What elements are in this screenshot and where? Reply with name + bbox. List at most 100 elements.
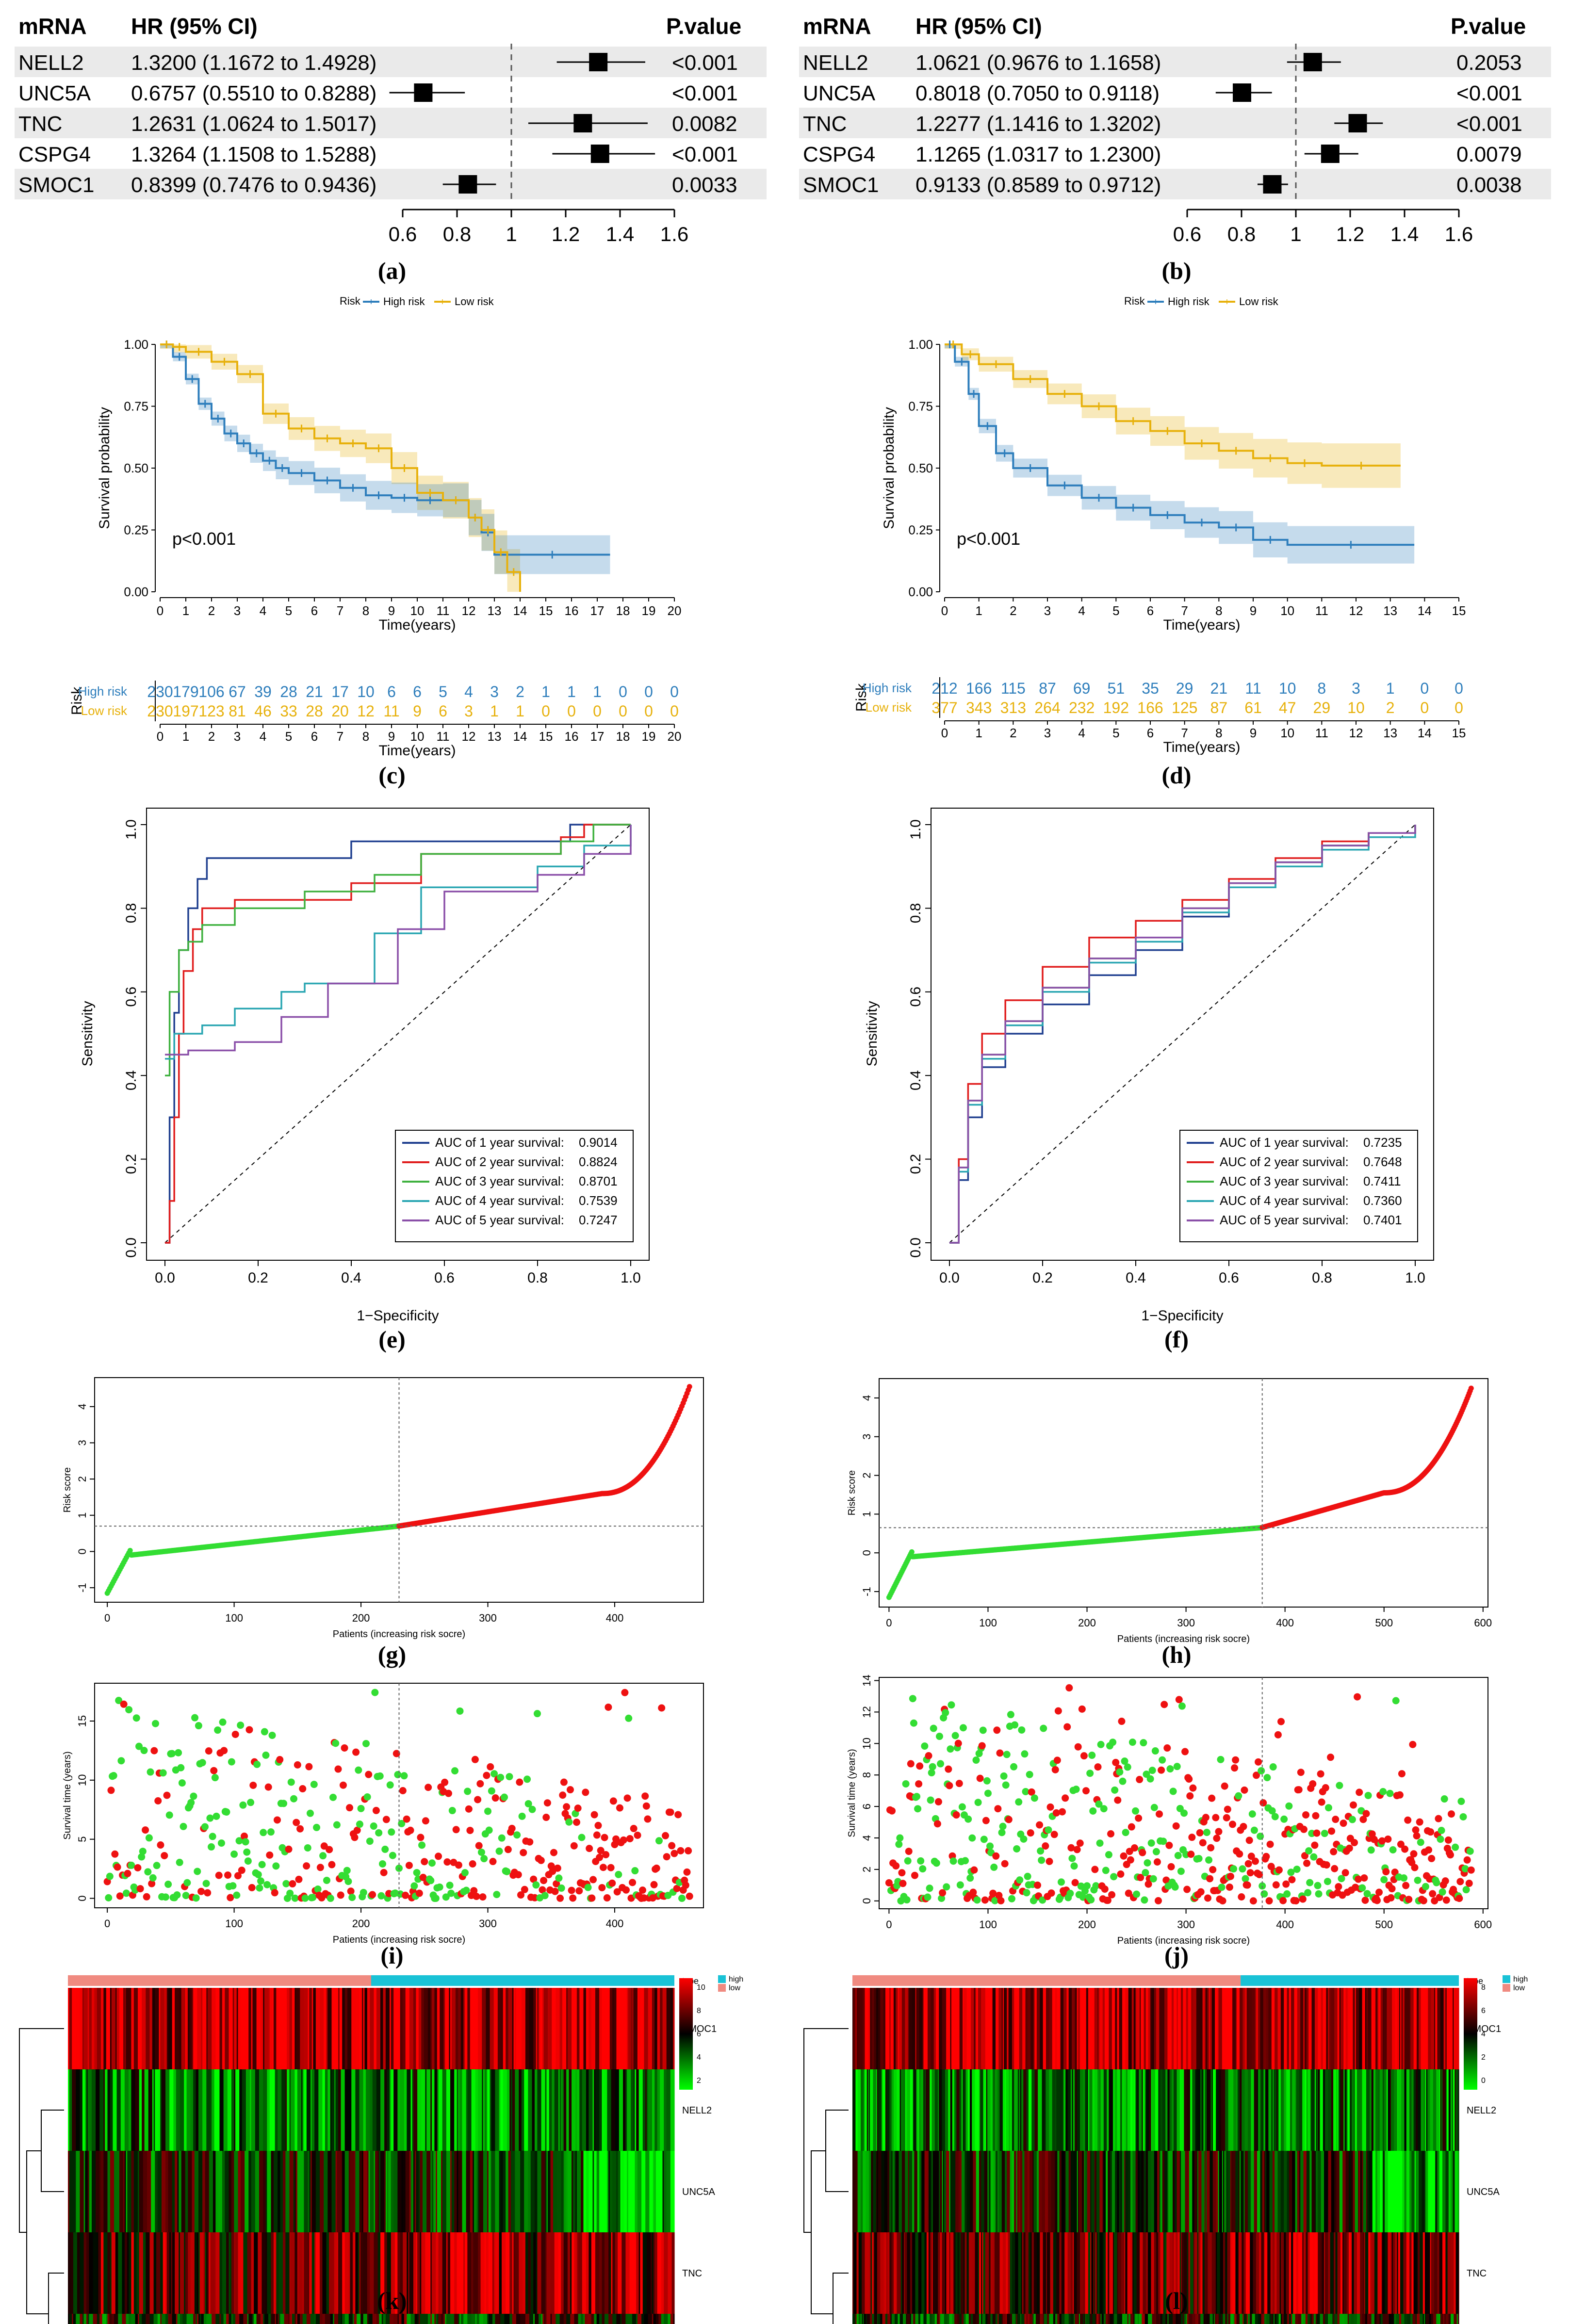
- heatmap-cell: [181, 1988, 186, 2069]
- dead-point: [1229, 1820, 1237, 1828]
- heatmap-cell: [641, 2314, 645, 2324]
- heatmap-cell: [1252, 1988, 1256, 2069]
- heatmap-cell: [976, 1988, 979, 2069]
- heatmap-cell: [559, 1988, 563, 2069]
- dead-point: [1231, 1764, 1239, 1772]
- heatmap-cell: [355, 1988, 360, 2069]
- heatmap-cell: [886, 2069, 890, 2151]
- heatmap-cell: [595, 2069, 600, 2151]
- alive-point: [1379, 1788, 1387, 1796]
- heatmap-cell: [432, 2314, 435, 2324]
- heatmap-cell: [1039, 2069, 1043, 2151]
- heatmap-cell: [146, 1988, 150, 2069]
- heatmap-cell: [1336, 2151, 1340, 2232]
- dead-point: [1416, 1818, 1423, 1826]
- heatmap-cell: [68, 2232, 71, 2314]
- heatmap-cell: [278, 2151, 281, 2232]
- alive-point: [198, 1759, 206, 1767]
- heatmap-cell: [1036, 1988, 1040, 2069]
- heatmap-cell: [524, 2151, 528, 2232]
- heatmap-cell: [281, 2069, 286, 2151]
- heatmap-cell: [1216, 2069, 1220, 2151]
- alive-point: [1174, 1852, 1182, 1859]
- heatmap-cell: [648, 2314, 653, 2324]
- x-tick-label: 8: [362, 603, 369, 618]
- heatmap-cell: [576, 1988, 580, 2069]
- dead-point: [907, 1760, 915, 1768]
- heatmap-cell: [995, 2151, 998, 2232]
- heatmap-cell: [1109, 1988, 1112, 2069]
- heatmap-cell: [74, 2232, 78, 2314]
- heatmap-cell: [256, 1988, 261, 2069]
- heatmap-cell: [670, 1988, 673, 2069]
- heatmap-cell: [1130, 2151, 1133, 2232]
- heatmap-cell: [1060, 1988, 1064, 2069]
- heatmap-cell: [1074, 2151, 1078, 2232]
- heatmap-cell: [640, 1988, 645, 2069]
- type-legend-high-label: high: [729, 1975, 743, 1983]
- heatmap-cell: [562, 1988, 567, 2069]
- heatmap-cell: [190, 2232, 195, 2314]
- heatmap-cell: [1021, 2069, 1024, 2151]
- heatmap-cell: [1388, 2069, 1390, 2151]
- heatmap-cell: [660, 2069, 664, 2151]
- heatmap-cell: [1052, 1988, 1056, 2069]
- heatmap-cell: [1223, 2069, 1226, 2151]
- dead-point: [483, 1771, 490, 1779]
- heatmap-cell: [1373, 2151, 1376, 2232]
- heatmap-cell: [100, 2151, 104, 2232]
- heatmap-cell: [655, 2151, 659, 2232]
- heatmap-cell: [863, 1988, 866, 2069]
- heatmap-cell: [1437, 1988, 1441, 2069]
- heatmap-cell: [873, 2151, 877, 2232]
- heatmap-cell: [202, 2069, 207, 2151]
- heatmap-cell: [857, 2069, 861, 2151]
- heatmap-cell: [144, 2069, 149, 2151]
- heatmap-row-cspg4: [68, 2314, 675, 2324]
- heatmap-cell: [138, 1988, 141, 2069]
- dead-point: [204, 1889, 212, 1897]
- legend-title: Risk: [1124, 295, 1145, 307]
- heatmap-cell: [1272, 2151, 1275, 2232]
- color-scale-label: 8: [697, 2007, 701, 2015]
- heatmap-cell: [1075, 1988, 1078, 2069]
- heatmap-cell: [152, 1988, 155, 2069]
- heatmap-cell: [258, 2232, 262, 2314]
- alive-point: [1437, 1836, 1444, 1843]
- heatmap-cell: [311, 2232, 315, 2314]
- heatmap-cell: [872, 1988, 875, 2069]
- dead-point: [622, 1886, 630, 1894]
- risk-x-tick-label: 1: [182, 729, 189, 744]
- dead-point: [1382, 1868, 1390, 1876]
- heatmap-cell: [1353, 1988, 1356, 2069]
- heatmap-cell: [69, 2151, 72, 2232]
- heatmap-cell: [1415, 2069, 1418, 2151]
- alive-point: [235, 1837, 243, 1845]
- alive-point: [1096, 1839, 1104, 1847]
- risk-count-low: 377: [932, 699, 957, 716]
- heatmap-cell: [438, 2069, 443, 2151]
- heatmap-cell: [1077, 2069, 1080, 2151]
- risk-count-low: 0: [593, 702, 602, 720]
- heatmap-cell: [355, 2232, 359, 2314]
- heatmap-cell: [1413, 2069, 1416, 2151]
- heatmap-cell: [179, 2151, 182, 2232]
- heatmap-cell: [523, 2232, 526, 2314]
- heatmap-cell: [632, 2232, 637, 2314]
- heatmap-cell: [587, 2314, 590, 2324]
- heatmap-cell: [434, 1988, 438, 2069]
- heatmap-cell: [284, 2314, 289, 2324]
- heatmap-cell: [1323, 2069, 1325, 2151]
- heatmap-cell: [973, 2151, 977, 2232]
- heatmap-cell: [624, 2151, 627, 2232]
- heatmap-cell: [397, 2069, 401, 2151]
- heatmap-cell: [357, 2314, 361, 2324]
- heatmap-cell: [360, 2232, 364, 2314]
- alive-point: [903, 1896, 911, 1904]
- heatmap-cell: [118, 2314, 123, 2324]
- heatmap-cell: [1063, 1988, 1067, 2069]
- gene-label: UNC5A: [18, 81, 91, 105]
- heatmap-cell: [416, 1988, 419, 2069]
- heatmap-cell: [1316, 2151, 1318, 2232]
- alive-point: [229, 1882, 237, 1890]
